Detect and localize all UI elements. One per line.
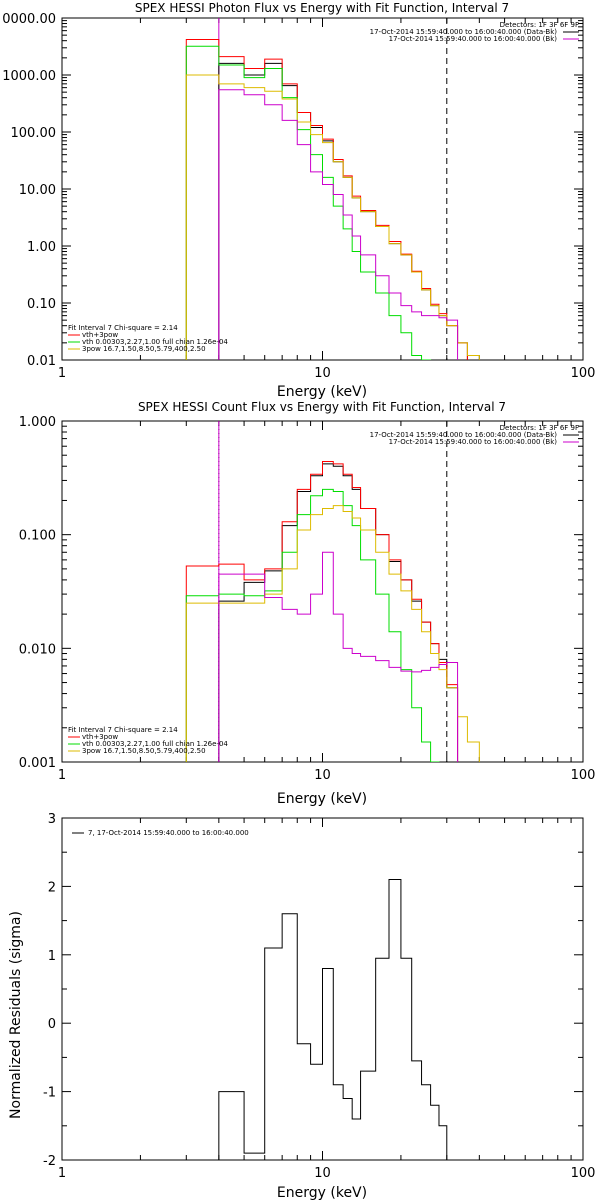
x-tick-label: 10 [314, 366, 331, 381]
panel2-xlabel: Energy (keV) [277, 791, 367, 807]
y-tick-label: 0.001 [19, 756, 56, 771]
panel1-plot-area: 1 10 100 0.01 0.10 1.00 10.00 100.00 1000.00 0000… [2, 12, 595, 381]
header-label: 17-Oct-2014 15:59:40.000 to 16:00:40.000… [370, 28, 558, 36]
y-tick-label: 1.00 [27, 240, 56, 255]
series-line [185, 461, 459, 762]
x-tick-label: 100 [571, 1166, 596, 1181]
x-tick-label: 1 [58, 366, 66, 381]
fit-legend-label: vth+3pow [82, 331, 118, 339]
series-line [218, 551, 459, 762]
plot-clipped [185, 421, 480, 762]
y-tick-label: 0.10 [27, 297, 56, 312]
series-line [185, 488, 440, 762]
series-line [185, 45, 432, 360]
plot-clipped [218, 879, 448, 1160]
count-flux-panel: SPEX HESSI Count Flux vs Energy with Fit… [19, 400, 596, 807]
residual-legend-label: 7, 17-Oct-2014 15:59:40.000 to 16:00:40.… [88, 829, 249, 837]
panel1-xlabel: Energy (keV) [277, 384, 367, 400]
y-tick-label: 10.00 [19, 183, 56, 198]
y-tick-label: 0.100 [19, 529, 56, 544]
y-tick-label: 1 [48, 949, 56, 964]
y-tick-label: -2 [43, 1154, 56, 1169]
x-tick-label: 1 [58, 1166, 66, 1181]
x-tick-label: 1 [58, 768, 66, 783]
plot-frame [61, 17, 584, 361]
header-label: 17-Oct-2014 15:59:40.000 to 16:00:40.000… [370, 431, 558, 439]
panel2-title: SPEX HESSI Count Flux vs Energy with Fit… [138, 400, 506, 414]
series-line [185, 505, 480, 762]
x-tick-label: 10 [314, 768, 331, 783]
y-tick-label: 0000.00 [2, 12, 56, 27]
x-tick-label: 100 [571, 366, 596, 381]
x-tick-label: 100 [571, 768, 596, 783]
panel3-plot-area: 1 10 100 -2 -1 0 1 2 3 7, 17-Oct-2014 15:59:40.00… [43, 812, 595, 1181]
series-line [185, 38, 468, 360]
y-tick-label: 0.01 [27, 354, 56, 369]
header-label: Detectors: 1F 3F 6F 9F [500, 424, 579, 432]
fit-legend-label: vth 0.00303,2.27,1.00 full chian 1.26e-0… [82, 338, 228, 346]
header-label: 17-Oct-2014 15:59:40.000 to 16:00:40.000… [389, 438, 558, 446]
fit-legend-label: vth+3pow [82, 733, 118, 741]
y-tick-label: 1.000 [19, 415, 56, 430]
y-tick-label: 3 [48, 812, 56, 827]
panel1-title: SPEX HESSI Photon Flux vs Energy with Fi… [135, 1, 509, 15]
y-tick-label: 1000.00 [2, 69, 56, 84]
series-line [218, 89, 459, 360]
y-tick-label: 2 [48, 880, 56, 895]
x-tick-label: 10 [314, 1166, 331, 1181]
photon-flux-panel: SPEX HESSI Photon Flux vs Energy with Fi… [2, 1, 595, 400]
panel3-ylabel: Normalized Residuals (sigma) [8, 911, 24, 1119]
y-tick-label: 0.010 [19, 642, 56, 657]
header-label: Detectors: 1F 3F 6F 9F [500, 21, 579, 29]
fit-legend-label: Fit Interval 7 Chi-square = 2.14 [68, 726, 178, 734]
fit-legend-label: Fit Interval 7 Chi-square = 2.14 [68, 324, 178, 332]
residuals-panel: Energy (keV) Normalized Residuals (sigma… [8, 812, 595, 1200]
y-tick-label: -1 [43, 1086, 56, 1101]
y-tick-label: 100.00 [11, 126, 57, 141]
y-tick-label: 0 [48, 1017, 56, 1032]
panel3-xlabel: Energy (keV) [277, 1185, 367, 1200]
panel2-plot-area: 1 10 100 0.001 0.010 0.100 1.000 Detectors: 1F … [19, 415, 596, 783]
fit-legend-label: vth 0.00303,2.27,1.00 full chian 1.26e-0… [82, 740, 228, 748]
fit-legend-label: 3pow 16.7,1.50,8.50,5.79,400,2.50 [82, 345, 206, 353]
fit-legend-label: 3pow 16.7,1.50,8.50,5.79,400,2.50 [82, 747, 206, 755]
series-line [185, 74, 480, 360]
plot-clipped [185, 18, 480, 360]
series-line [218, 879, 448, 1160]
header-label: 17-Oct-2014 15:59:40.000 to 16:00:40.000… [389, 35, 558, 43]
